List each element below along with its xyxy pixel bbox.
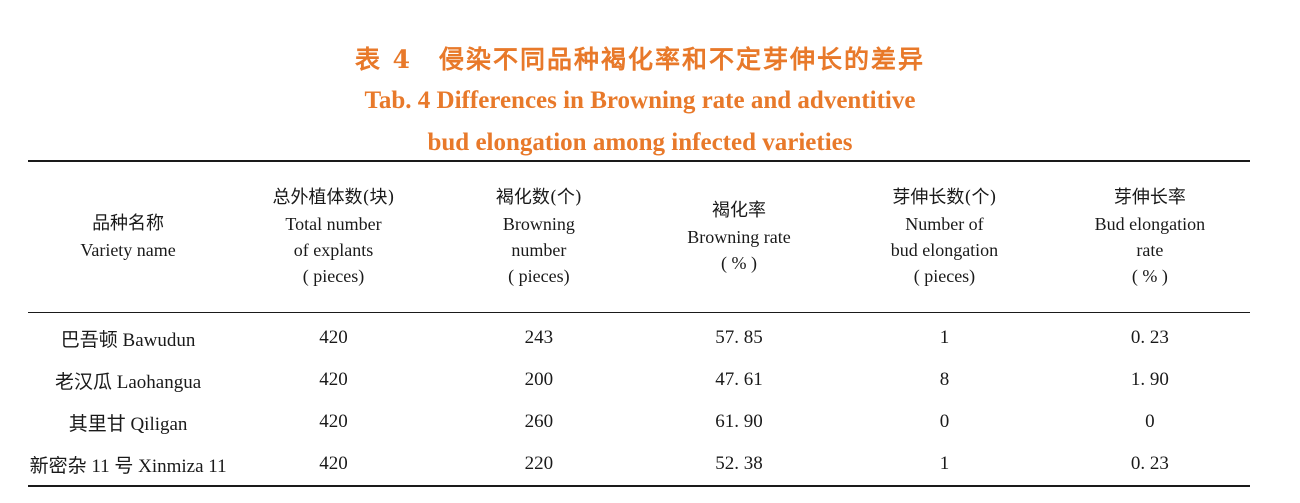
header-line: 总外植体数(块) [272,187,395,208]
cell-total: 420 [319,369,348,390]
data-table: 品种名称 Variety name 总外植体数(块) Total number … [28,160,1250,487]
cell-browning-rate: 61. 90 [715,411,763,432]
header-line: 芽伸长率 [1113,187,1186,208]
cell-browning-rate: 52. 38 [715,453,763,474]
cell-bud-rate: 0 [1145,411,1155,432]
cell-total: 420 [319,411,348,432]
table-title-english-line-2: bud elongation among infected varieties [427,129,853,156]
header-line: ( % ) [1131,266,1168,286]
header-line: Bud elongation [1094,214,1206,234]
header-variety-name: 品种名称 Variety name [28,161,228,313]
cell-browning: 243 [524,327,554,348]
header-line: 品种名称 [92,213,165,234]
header-line: Total number [285,214,382,234]
cell-variety: 其里甘 Qiligan [68,413,188,435]
header-line: number [511,240,567,260]
table-row: 老汉瓜 Laohangua 420 200 47. 61 8 1. 90 [28,359,1250,401]
header-line: ( pieces) [508,266,570,286]
cell-variety: 新密杂 11 号 Xinmiza 11 [29,455,227,477]
cell-bud-rate: 0. 23 [1130,327,1169,348]
table-header: 品种名称 Variety name 总外植体数(块) Total number … [28,161,1250,313]
cell-total: 420 [319,327,348,348]
cell-browning-rate: 47. 61 [715,369,763,390]
data-table-container: 品种名称 Variety name 总外植体数(块) Total number … [28,160,1250,487]
header-bud-elongation-number: 芽伸长数(个) Number of bud elongation ( piece… [839,161,1050,313]
cell-variety: 巴吾顿 Bawudun [60,329,196,351]
header-bud-elongation-rate: 芽伸长率 Bud elongation rate ( % ) [1050,161,1250,313]
table-row: 巴吾顿 Bawudun 420 243 57. 85 1 0. 23 [28,313,1250,360]
header-line: rate [1136,240,1164,260]
cell-browning: 260 [524,411,554,432]
header-line: ( % ) [721,253,758,273]
header-total-explants: 总外植体数(块) Total number of explants ( piec… [228,161,439,313]
cell-bud-number: 1 [939,327,950,348]
cell-bud-number: 0 [939,411,950,432]
cell-bud-rate: 0. 23 [1130,453,1169,474]
header-line: Number of [905,214,984,234]
table-row: 新密杂 11 号 Xinmiza 11 420 220 52. 38 1 0. … [28,443,1250,486]
header-line: 褐化数(个) [495,187,582,208]
header-line: ( pieces) [302,266,365,286]
header-row: 品种名称 Variety name 总外植体数(块) Total number … [28,161,1250,313]
table-title-chinese: 表 4 侵染不同品种褐化率和不定芽伸长的差异 [354,45,926,74]
cell-bud-number: 8 [939,369,950,390]
table-title-english-line-1: Tab. 4 Differences in Browning rate and … [364,87,916,114]
table-caption: 表 4 侵染不同品种褐化率和不定芽伸长的差异 Tab. 4 Difference… [0,40,1280,164]
header-line: of explants [293,240,374,260]
cell-browning-rate: 57. 85 [715,327,763,348]
table-row: 其里甘 Qiligan 420 260 61. 90 0 0 [28,401,1250,443]
cell-bud-number: 1 [939,453,950,474]
table-body: 巴吾顿 Bawudun 420 243 57. 85 1 0. 23 老汉瓜 L… [28,313,1250,486]
cell-browning: 220 [524,453,554,474]
header-line: 褐化率 [712,200,767,221]
cell-bud-rate: 1. 90 [1130,369,1169,390]
cell-browning: 200 [524,369,554,390]
header-line: bud elongation [890,240,999,260]
cell-variety: 老汉瓜 Laohangua [54,371,202,393]
cell-total: 420 [319,453,348,474]
header-browning-rate: 褐化率 Browning rate ( % ) [639,161,839,313]
header-line: Browning [502,214,575,234]
header-line: Variety name [80,240,176,260]
header-line: Browning rate [687,227,791,247]
header-line: ( pieces) [913,266,976,286]
header-line: 芽伸长数(个) [892,187,997,208]
header-browning-number: 褐化数(个) Browning number ( pieces) [439,161,639,313]
